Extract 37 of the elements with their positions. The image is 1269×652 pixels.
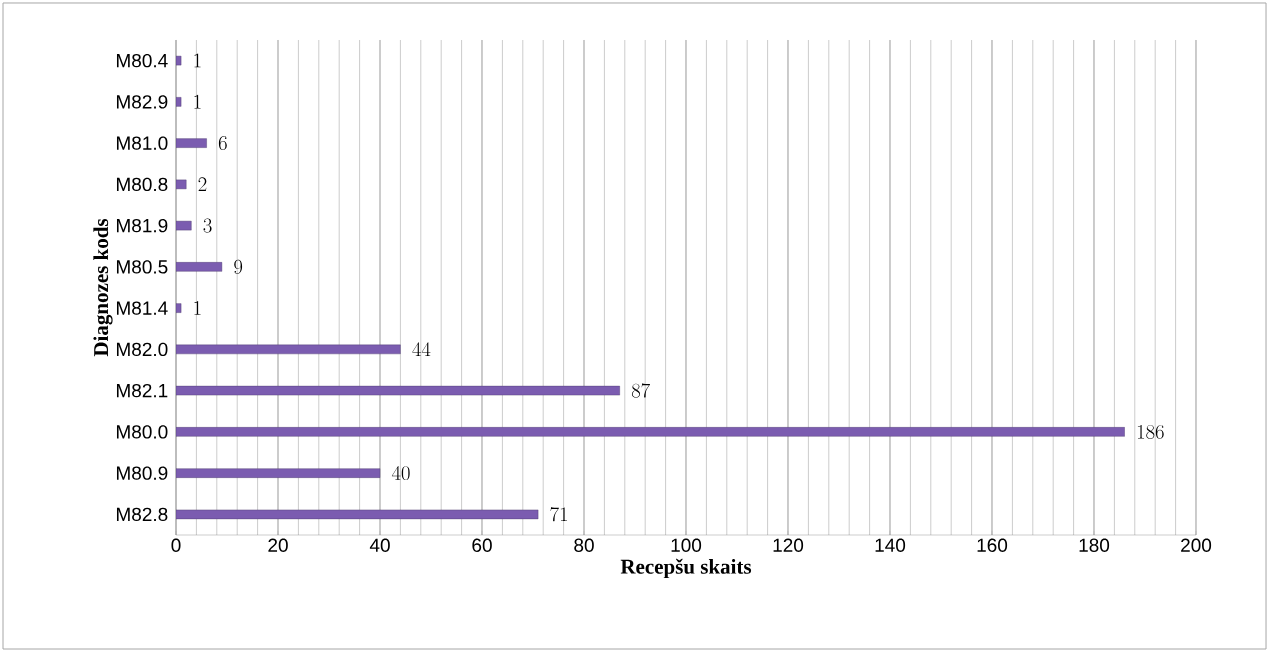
y-axis-title: Diagnozes kods — [93, 218, 113, 357]
data-label: 1 — [194, 94, 201, 109]
data-label: 87 — [631, 383, 650, 398]
x-tick-label: 100 — [671, 538, 702, 552]
x-tick-label: 0 — [171, 538, 181, 552]
y-tick-label: M82.9 — [116, 95, 168, 109]
x-tick-label: 120 — [773, 538, 804, 552]
data-label: 44 — [412, 342, 431, 357]
x-tick-label: 80 — [574, 538, 594, 552]
x-tick-label: 60 — [472, 538, 492, 552]
y-tick-label: M80.0 — [116, 425, 168, 439]
data-label: 3 — [203, 218, 212, 233]
x-tick-label: 160 — [977, 538, 1008, 552]
data-label: 1 — [194, 301, 201, 315]
y-tick-label: M82.0 — [116, 342, 168, 357]
y-tick-label: M82.8 — [116, 507, 168, 522]
y-tick-label: M81.0 — [116, 136, 168, 150]
y-tick-label: M82.1 — [116, 383, 168, 398]
x-tick-label: 140 — [875, 538, 906, 552]
x-tick-label: 180 — [1079, 538, 1110, 552]
data-label: 71 — [550, 507, 568, 522]
x-tick-label: 40 — [369, 538, 390, 552]
x-tick-label: 20 — [268, 538, 288, 552]
x-axis-title: Recepšu skaits — [620, 558, 752, 579]
data-label: 9 — [234, 259, 243, 274]
y-tick-label: M81.4 — [116, 301, 168, 315]
y-tick-label: M80.9 — [116, 466, 168, 480]
data-label: 1 — [194, 53, 201, 68]
y-tick-label: M80.8 — [116, 177, 168, 192]
data-label: 40 — [391, 465, 410, 481]
x-tick-label: 200 — [1181, 538, 1212, 552]
data-label: 6 — [218, 136, 227, 151]
data-label: 2 — [198, 177, 207, 192]
data-label: 186 — [1137, 424, 1164, 439]
y-tick-label: M80.5 — [116, 260, 168, 274]
y-tick-label: M81.9 — [116, 218, 168, 233]
y-tick-label: M80.4 — [116, 53, 168, 68]
